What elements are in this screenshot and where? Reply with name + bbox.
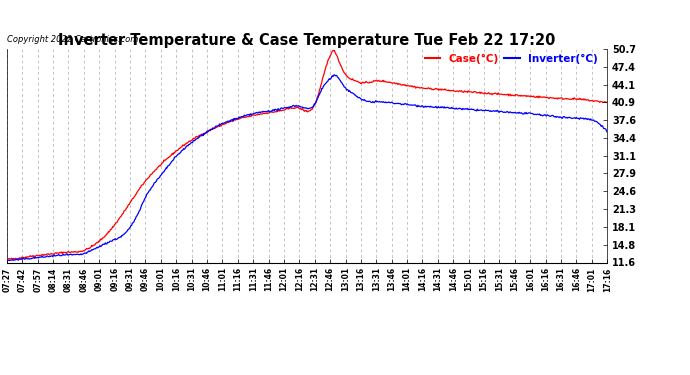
Title: Inverter Temperature & Case Temperature Tue Feb 22 17:20: Inverter Temperature & Case Temperature … <box>59 33 555 48</box>
Legend: Case(°C), Inverter(°C): Case(°C), Inverter(°C) <box>420 50 602 68</box>
Text: Copyright 2022 Cartronics.com: Copyright 2022 Cartronics.com <box>7 36 138 45</box>
